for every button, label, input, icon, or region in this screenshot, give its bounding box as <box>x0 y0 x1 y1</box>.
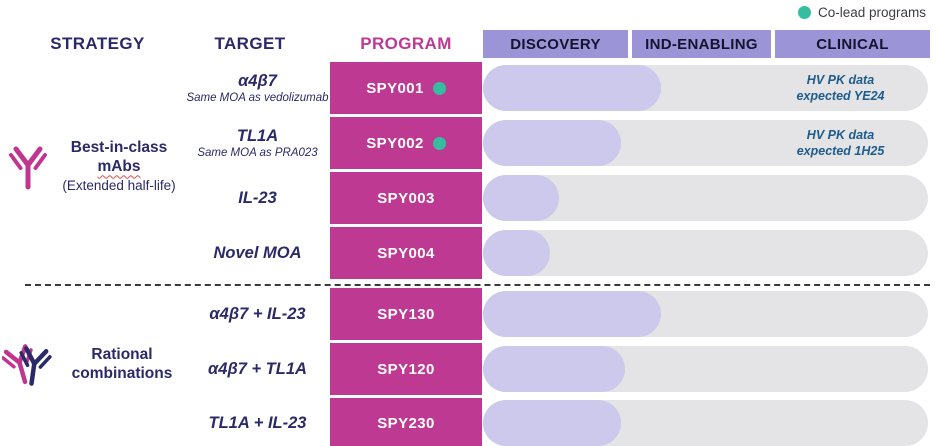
program-label: SPY002 <box>366 134 424 152</box>
program-box: SPY001 <box>330 62 482 114</box>
dashed-line <box>25 284 930 286</box>
clinical-note: HV PK data expected YE24 <box>763 72 918 105</box>
phase-header-discovery: DISCOVERY <box>483 30 628 58</box>
column-header-program: PROGRAM <box>360 34 452 53</box>
progress-track: HV PK data expected YE24 <box>483 65 928 111</box>
table-row: α4β7 + IL-23 SPY130 <box>0 288 936 340</box>
table-row: Novel MOA SPY004 <box>0 227 936 279</box>
table-row: α4β7 Same MOA as vedolizumab SPY001 HV P… <box>0 62 936 114</box>
target-label: TL1A + IL-23 <box>208 413 307 432</box>
strategy-line: combinations <box>71 365 173 382</box>
strategy-rational-combinations: Rational combinations <box>2 336 186 392</box>
program-cell: SPY004 <box>330 227 482 279</box>
program-cell: SPY120 <box>330 343 482 395</box>
program-label: SPY003 <box>377 189 435 207</box>
program-box: SPY003 <box>330 172 482 224</box>
progress-cell <box>482 343 936 395</box>
progress-fill <box>483 65 661 111</box>
program-label: SPY004 <box>377 244 435 262</box>
progress-fill <box>483 230 550 276</box>
strategy-best-in-class: Best-in-class mAbs (Extended half-life) <box>8 138 186 194</box>
target-label: Novel MOA <box>213 243 302 262</box>
progress-cell <box>482 288 936 340</box>
legend-label: Co-lead programs <box>817 5 926 20</box>
program-cell: SPY002 <box>330 117 482 169</box>
strategy-line: Rational <box>91 345 153 363</box>
progress-fill <box>483 120 621 166</box>
note-line: HV PK data <box>806 72 875 87</box>
strategy-label: Best-in-class mAbs (Extended half-life) <box>52 138 186 194</box>
program-box: SPY130 <box>330 288 482 340</box>
target-label: α4β7 <box>238 72 277 90</box>
target-cell: IL-23 <box>185 172 330 224</box>
strategy-line-underlined: mAbs <box>97 158 141 176</box>
target-cell: TL1A Same MOA as PRA023 <box>185 117 330 169</box>
target-subtext: Same MOA as vedolizumab <box>186 92 329 104</box>
program-box: SPY230 <box>330 398 482 446</box>
target-cell: α4β7 + TL1A <box>185 343 330 395</box>
progress-cell: HV PK data expected YE24 <box>482 62 936 114</box>
legend: Co-lead programs <box>797 5 926 20</box>
progress-track <box>483 291 928 337</box>
program-box: SPY002 <box>330 117 482 169</box>
target-cell: α4β7 + IL-23 <box>185 288 330 340</box>
program-cell: SPY003 <box>330 172 482 224</box>
co-lead-dot-icon <box>432 81 446 95</box>
table-row: TL1A + IL-23 SPY230 <box>0 398 936 446</box>
program-box: SPY120 <box>330 343 482 395</box>
target-cell: Novel MOA <box>185 227 330 279</box>
progress-track <box>483 175 928 221</box>
progress-fill <box>483 346 626 392</box>
co-lead-dot-icon <box>797 6 811 19</box>
progress-track <box>483 230 928 276</box>
target-cell: TL1A + IL-23 <box>185 398 330 446</box>
note-line: expected YE24 <box>796 89 885 103</box>
column-header-strategy: STRATEGY <box>50 34 145 53</box>
progress-cell <box>482 227 936 279</box>
co-lead-dot-icon <box>432 136 446 150</box>
clinical-note: HV PK data expected 1H25 <box>763 127 918 160</box>
program-label: SPY001 <box>366 79 424 97</box>
target-label: α4β7 + IL-23 <box>209 304 306 323</box>
double-antibody-icon <box>2 344 52 386</box>
note-line: HV PK data <box>806 127 875 142</box>
note-line: expected 1H25 <box>796 144 885 158</box>
program-cell: SPY001 <box>330 62 482 114</box>
target-cell: α4β7 Same MOA as vedolizumab <box>185 62 330 114</box>
progress-track <box>483 346 928 392</box>
table-row: IL-23 SPY003 <box>0 172 936 224</box>
progress-fill <box>483 175 559 221</box>
target-label: α4β7 + TL1A <box>208 359 307 378</box>
phase-headers: DISCOVERY IND-ENABLING CLINICAL <box>483 30 930 58</box>
table-row: α4β7 + TL1A SPY120 <box>0 343 936 395</box>
progress-fill <box>483 291 661 337</box>
program-cell: SPY230 <box>330 398 482 446</box>
target-label: TL1A <box>236 127 279 145</box>
program-label: SPY130 <box>377 305 435 323</box>
target-label: IL-23 <box>238 188 277 207</box>
progress-fill <box>483 400 621 446</box>
pipeline-rows: α4β7 Same MOA as vedolizumab SPY001 HV P… <box>0 62 936 446</box>
progress-cell <box>482 398 936 446</box>
target-subtext: Same MOA as PRA023 <box>197 147 318 159</box>
progress-cell: HV PK data expected 1H25 <box>482 117 936 169</box>
table-row: TL1A Same MOA as PRA023 SPY002 HV PK dat… <box>0 117 936 169</box>
program-cell: SPY130 <box>330 288 482 340</box>
program-label: SPY120 <box>377 360 435 378</box>
column-header-target: TARGET <box>214 34 286 53</box>
strategy-subtext: (Extended half-life) <box>62 177 176 193</box>
program-label: SPY230 <box>377 414 435 432</box>
antibody-icon <box>9 146 47 190</box>
progress-track <box>483 400 928 446</box>
phase-header-ind-enabling: IND-ENABLING <box>632 30 771 58</box>
progress-cell <box>482 172 936 224</box>
group-separator <box>0 282 936 288</box>
strategy-line: Best-in-class <box>70 139 168 156</box>
phase-header-clinical: CLINICAL <box>775 30 930 58</box>
program-box: SPY004 <box>330 227 482 279</box>
progress-track: HV PK data expected 1H25 <box>483 120 928 166</box>
strategy-label: Rational combinations <box>58 345 186 384</box>
